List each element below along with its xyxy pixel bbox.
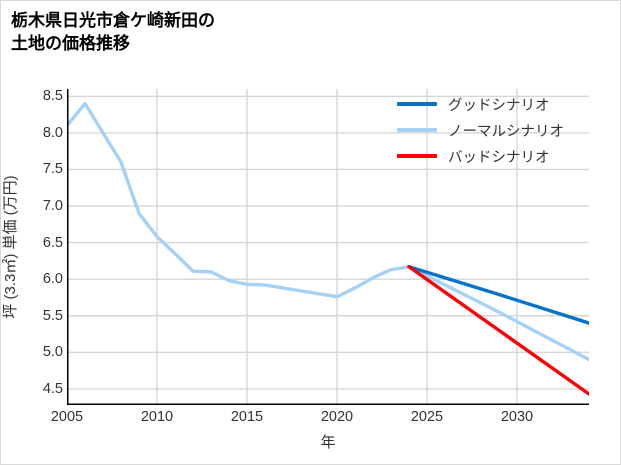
y-axis-label-text: 坪 (3.3㎡) 単価 (万円) (2, 175, 19, 319)
x-axis-ticks: 2005 2010 2015 2020 2025 2030 (51, 409, 589, 433)
page-title: 栃木県日光市倉ケ崎新田の 土地の価格推移 (11, 11, 215, 54)
y-tick-label: 5.5 (42, 307, 63, 324)
legend-color-swatch (397, 154, 437, 158)
legend-label: ノーマルシナリオ (448, 123, 564, 140)
legend-label: グッドシナリオ (448, 97, 550, 114)
legend-label: バッドシナリオ (448, 149, 550, 166)
x-tick-label: 2005 (50, 409, 84, 425)
gridlines (67, 95, 589, 390)
x-gridlines (156, 89, 518, 405)
y-axis-label: 坪 (3.3㎡) 単価 (万円) (1, 1, 21, 318)
plot-svg (67, 89, 589, 405)
x-tick-label: 2030 (500, 409, 534, 425)
x-axis-label: 年 (320, 434, 336, 451)
legend-color-swatch (397, 102, 437, 106)
y-tick-label: 5.0 (42, 344, 63, 361)
y-tick-label: 6.5 (42, 234, 63, 251)
legend-item[interactable]: ノーマルシナリオ (397, 117, 607, 143)
plot-area (67, 89, 589, 405)
y-tick-label: 7.0 (42, 198, 63, 215)
series-line (67, 101, 589, 362)
y-axis-ticks: 4.5 5.0 5.5 6.0 6.5 7.0 7.5 8.0 8.5 (19, 88, 63, 405)
x-tick-label: 2010 (140, 409, 174, 425)
series-lines (67, 101, 589, 396)
x-tick-label: 2025 (410, 409, 444, 425)
legend-item[interactable]: バッドシナリオ (397, 143, 607, 169)
legend-color-swatch (397, 128, 437, 132)
y-tick-label: 8.0 (42, 124, 63, 141)
x-tick-label: 2015 (230, 409, 264, 425)
y-tick-label: 4.5 (42, 380, 63, 397)
x-tick-label: 2020 (320, 409, 354, 425)
series-line (407, 265, 589, 325)
y-tick-label: 7.5 (42, 161, 63, 178)
series-line (407, 265, 589, 396)
y-tick-label: 6.0 (42, 271, 63, 288)
chart-legend: グッドシナリオ ノーマルシナリオ バッドシナリオ (397, 91, 607, 169)
legend-item[interactable]: グッドシナリオ (397, 91, 607, 117)
y-tick-label: 8.5 (42, 88, 63, 105)
